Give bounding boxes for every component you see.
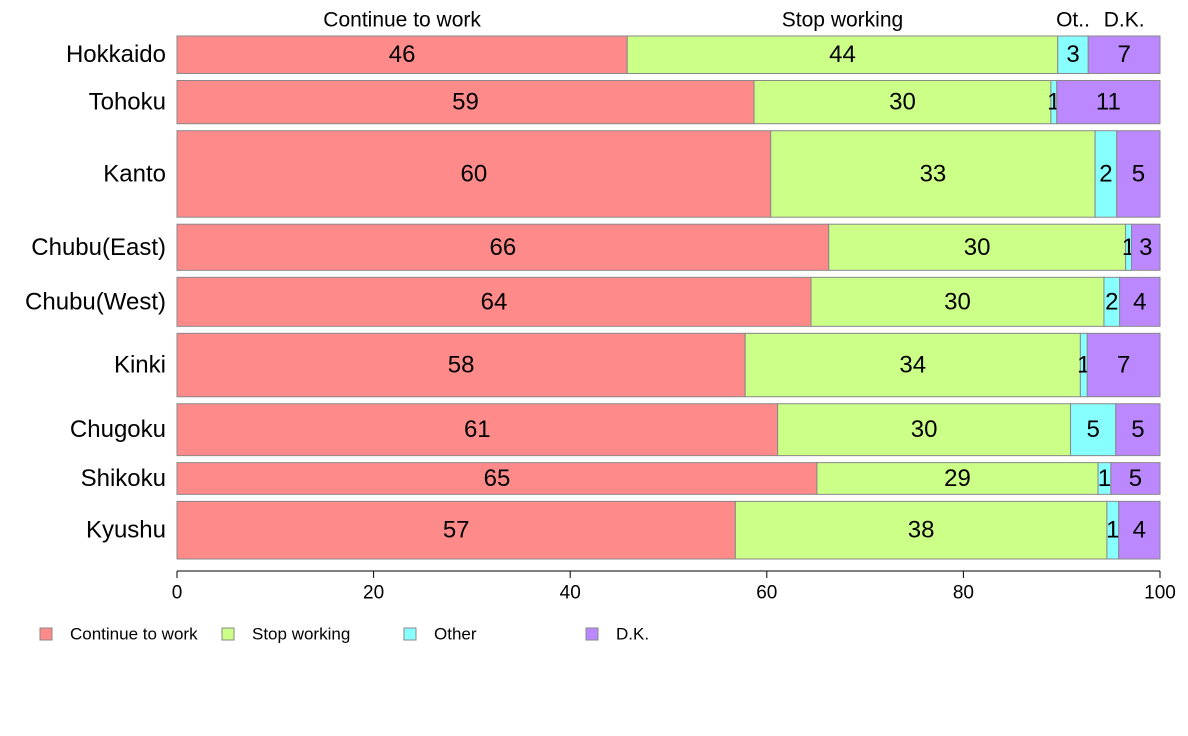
data-label: 7 — [1117, 41, 1130, 68]
bar-segment — [1057, 35, 1089, 74]
legend: Continue to work Stop working Other D.K. — [39, 625, 649, 644]
data-label: 44 — [829, 41, 856, 68]
category-label: Chubu(West) — [25, 288, 166, 315]
legend-swatch — [403, 627, 417, 641]
data-label: 60 — [461, 160, 488, 187]
category-labels-layer: Hokkaido Tohoku Kanto Chubu(East) Chubu(West… — [25, 41, 166, 543]
bar-segment — [1086, 332, 1161, 398]
bar-segment — [176, 332, 746, 398]
legend-swatch — [39, 627, 53, 641]
data-label: 1 — [1098, 465, 1111, 492]
data-label: 30 — [944, 288, 971, 315]
x-axis: 0 20 40 60 80 100 — [172, 570, 1176, 604]
bar-segment — [176, 130, 772, 218]
bar-segment — [810, 276, 1105, 327]
category-label: Chubu(East) — [31, 234, 166, 261]
data-label: 65 — [484, 465, 511, 492]
data-label: 61 — [464, 416, 491, 443]
data-label: 64 — [481, 288, 508, 315]
x-tick-label: 40 — [560, 583, 581, 604]
data-label: 57 — [443, 517, 470, 544]
data-label: 4 — [1133, 288, 1146, 315]
data-label: 3 — [1139, 234, 1152, 261]
data-label: 33 — [920, 160, 947, 187]
data-label: 34 — [899, 352, 926, 379]
x-tick-label: 100 — [1144, 583, 1176, 604]
bar-segment — [777, 403, 1072, 457]
bar-segment — [1056, 79, 1161, 125]
column-header-label: D.K. — [1104, 9, 1145, 32]
bar-segment — [1118, 500, 1161, 560]
data-label: 30 — [889, 89, 916, 116]
bar-segment — [828, 223, 1127, 271]
bar-segment — [1119, 276, 1161, 327]
data-label: 38 — [908, 517, 935, 544]
bar-segment — [1116, 130, 1161, 218]
data-label: 58 — [448, 352, 475, 379]
top-labels-layer: Continue to work Stop working Ot.. D.K. — [323, 9, 1144, 32]
data-label: 5 — [1132, 160, 1145, 187]
bar-segment — [1070, 403, 1117, 457]
category-label: Kinki — [114, 352, 166, 379]
data-label: 30 — [911, 416, 938, 443]
bar-segment — [1110, 462, 1161, 495]
category-label: Shikoku — [81, 465, 166, 492]
bar-segment — [734, 500, 1108, 560]
bar-segment — [176, 223, 830, 271]
legend-label: D.K. — [616, 625, 649, 644]
bar-segment — [176, 79, 755, 125]
bar-segment — [176, 35, 628, 74]
data-label: 59 — [452, 89, 479, 116]
bar-segment — [1115, 403, 1161, 457]
category-label: Kanto — [103, 160, 166, 187]
x-tick-label: 60 — [756, 583, 777, 604]
category-label: Tohoku — [89, 89, 166, 116]
x-tick-label: 20 — [363, 583, 384, 604]
data-label: 30 — [964, 234, 991, 261]
bar-segment — [626, 35, 1059, 74]
data-label: 2 — [1099, 160, 1112, 187]
bar-segment — [1130, 223, 1161, 271]
bar-segment — [176, 500, 736, 560]
bar-segment — [176, 276, 812, 327]
bar-segment — [770, 130, 1096, 218]
data-label: 7 — [1117, 352, 1130, 379]
bar-segment — [176, 403, 779, 457]
column-header-label: Continue to work — [323, 9, 481, 32]
legend-label: Continue to work — [70, 625, 198, 644]
data-label: 1 — [1106, 517, 1119, 544]
bar-segment — [1087, 35, 1161, 74]
data-label: 11 — [1096, 89, 1121, 116]
column-header-label: Ot.. — [1056, 9, 1090, 32]
data-label: 5 — [1086, 416, 1099, 443]
data-label: 46 — [389, 41, 416, 68]
x-tick-label: 0 — [172, 583, 183, 604]
data-label: 5 — [1131, 416, 1144, 443]
data-label: 66 — [490, 234, 517, 261]
column-header-label: Stop working — [782, 9, 903, 32]
legend-swatch — [221, 627, 235, 641]
legend-label: Stop working — [252, 625, 350, 644]
legend-label: Other — [434, 625, 477, 644]
legend-swatch — [585, 627, 599, 641]
data-label: 29 — [944, 465, 971, 492]
data-label: 2 — [1105, 288, 1118, 315]
data-label: 4 — [1133, 517, 1146, 544]
category-label: Chugoku — [70, 416, 166, 443]
category-label: Kyushu — [86, 517, 166, 544]
x-tick-label: 80 — [953, 583, 974, 604]
data-label: 5 — [1129, 465, 1142, 492]
category-label: Hokkaido — [66, 41, 166, 68]
bar-segment — [753, 79, 1052, 125]
data-label: 3 — [1066, 41, 1079, 68]
bar-segment — [744, 332, 1081, 398]
